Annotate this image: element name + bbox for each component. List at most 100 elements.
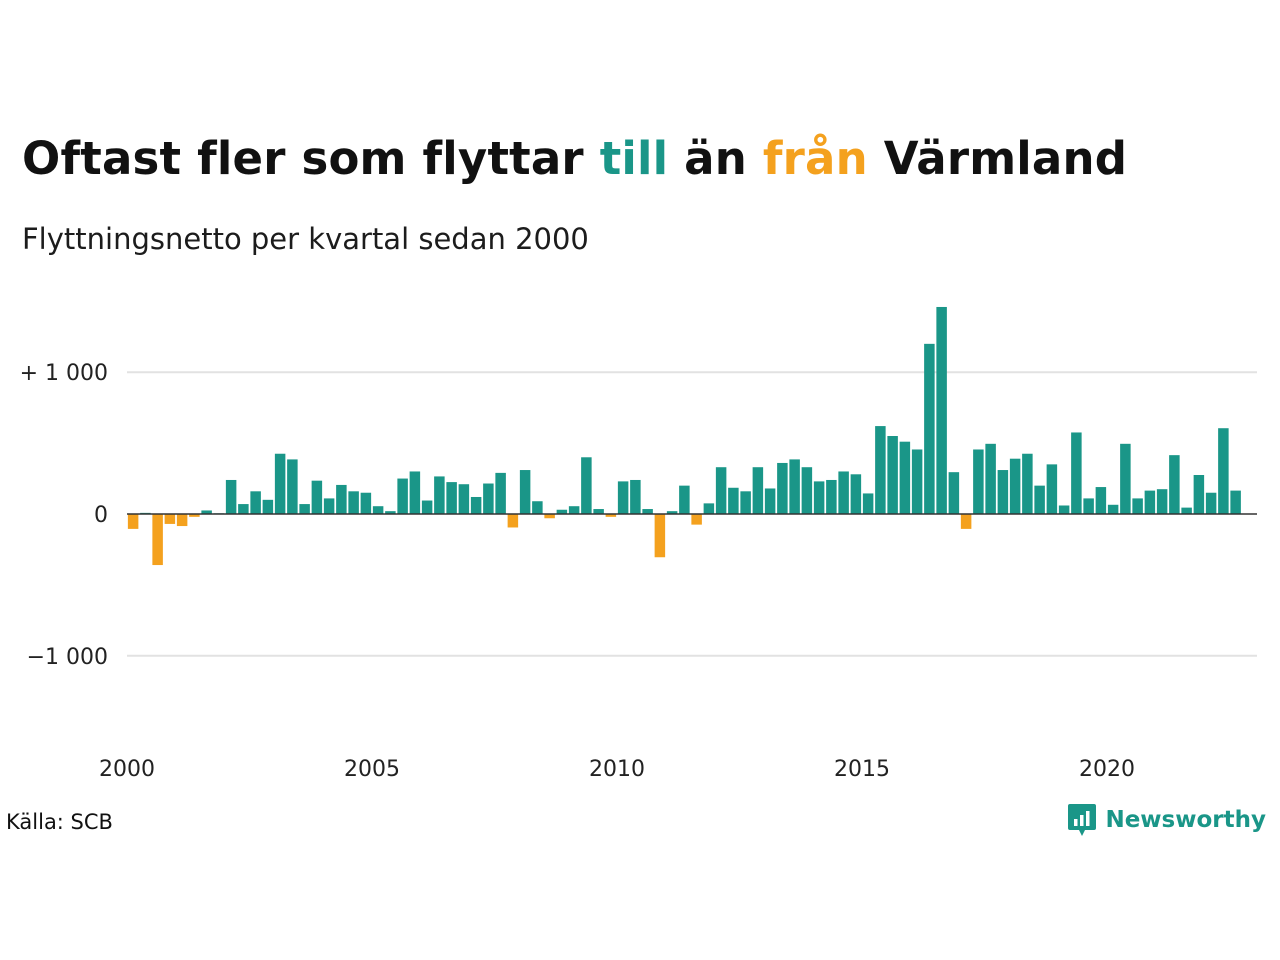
bar xyxy=(1218,428,1229,514)
x-tick-label: 2005 xyxy=(344,757,400,782)
bar xyxy=(287,459,298,514)
chart-subtitle: Flyttningsnetto per kvartal sedan 2000 xyxy=(22,222,589,256)
x-tick-label: 2015 xyxy=(834,757,890,782)
bar xyxy=(1083,498,1094,514)
bar xyxy=(568,506,580,514)
bar xyxy=(1132,498,1143,514)
bar xyxy=(483,483,494,514)
bar xyxy=(372,506,384,514)
bar xyxy=(691,514,702,525)
bar xyxy=(581,457,592,514)
bar xyxy=(348,491,359,514)
bar xyxy=(777,462,788,514)
bar xyxy=(360,492,372,514)
bar xyxy=(630,479,641,514)
bar xyxy=(1071,432,1082,514)
bar xyxy=(152,514,163,566)
title-highlight-till: till xyxy=(599,132,669,185)
bar xyxy=(470,496,482,514)
x-tick-label: 2010 xyxy=(589,757,645,782)
bar xyxy=(1009,458,1021,514)
bar xyxy=(299,504,310,514)
bar xyxy=(446,482,457,514)
bar xyxy=(997,470,1009,514)
bar xyxy=(593,509,604,514)
bar xyxy=(225,479,237,514)
y-tick-label: + 1 000 xyxy=(20,361,108,386)
bar xyxy=(1107,504,1119,514)
bar xyxy=(1193,475,1205,514)
bar xyxy=(899,441,911,514)
chart-title: Oftast fler som flyttar till än från Vär… xyxy=(22,132,1127,185)
bar xyxy=(519,470,531,514)
bar xyxy=(1034,485,1045,514)
bar xyxy=(948,472,960,514)
bar xyxy=(434,476,445,514)
bar xyxy=(1144,490,1156,514)
bar xyxy=(385,511,396,514)
bar xyxy=(397,478,408,514)
bar xyxy=(887,436,898,514)
bar xyxy=(1169,455,1180,514)
bar xyxy=(532,501,543,514)
source-label: Källa: SCB xyxy=(6,810,113,834)
bar xyxy=(201,510,212,514)
title-part-3: Värmland xyxy=(867,132,1128,185)
bar xyxy=(1156,489,1168,514)
bar xyxy=(544,514,555,519)
bar xyxy=(238,504,249,514)
bar xyxy=(740,491,751,514)
bar xyxy=(1022,453,1033,514)
bar xyxy=(421,500,433,514)
bar xyxy=(1230,490,1241,514)
y-tick-label: −1 000 xyxy=(27,645,108,670)
bar xyxy=(973,449,984,514)
title-highlight-fran: från xyxy=(762,132,868,185)
bar xyxy=(936,306,947,514)
bar xyxy=(875,426,886,514)
bar xyxy=(960,514,972,529)
bar xyxy=(458,484,470,514)
bar xyxy=(323,498,335,514)
bar xyxy=(495,472,506,514)
bar xyxy=(752,467,764,514)
bar xyxy=(617,481,629,514)
y-tick-label: 0 xyxy=(94,503,108,528)
bar xyxy=(862,493,874,514)
bar xyxy=(1120,443,1131,514)
bar xyxy=(556,509,568,514)
newsworthy-logo-icon xyxy=(1068,804,1097,836)
x-tick-label: 2000 xyxy=(99,757,155,782)
bar xyxy=(164,514,176,524)
bar xyxy=(813,481,825,514)
x-tick-label: 2020 xyxy=(1079,757,1135,782)
bar xyxy=(850,474,862,514)
title-part-1: Oftast fler som flyttar xyxy=(22,132,600,185)
bar xyxy=(262,499,274,514)
bar xyxy=(176,514,188,527)
bar xyxy=(1046,464,1058,514)
title-part-2: än xyxy=(668,132,763,185)
bar xyxy=(1058,505,1070,514)
brand-logo: Newsworthy xyxy=(1067,802,1266,838)
bar xyxy=(924,343,935,514)
bar xyxy=(911,449,923,514)
bar xyxy=(801,467,813,514)
bar xyxy=(703,503,715,514)
bar xyxy=(311,480,323,514)
bar xyxy=(666,511,678,514)
bar xyxy=(642,509,653,514)
bar xyxy=(1095,487,1107,514)
bar xyxy=(274,453,286,514)
bar xyxy=(789,459,800,514)
bar xyxy=(728,487,739,514)
bar xyxy=(250,491,261,514)
bar xyxy=(1181,507,1192,514)
bar xyxy=(605,514,617,517)
bar xyxy=(336,484,347,514)
bar xyxy=(715,467,727,514)
bar xyxy=(838,471,849,514)
bar xyxy=(679,485,690,514)
bar xyxy=(764,488,776,514)
